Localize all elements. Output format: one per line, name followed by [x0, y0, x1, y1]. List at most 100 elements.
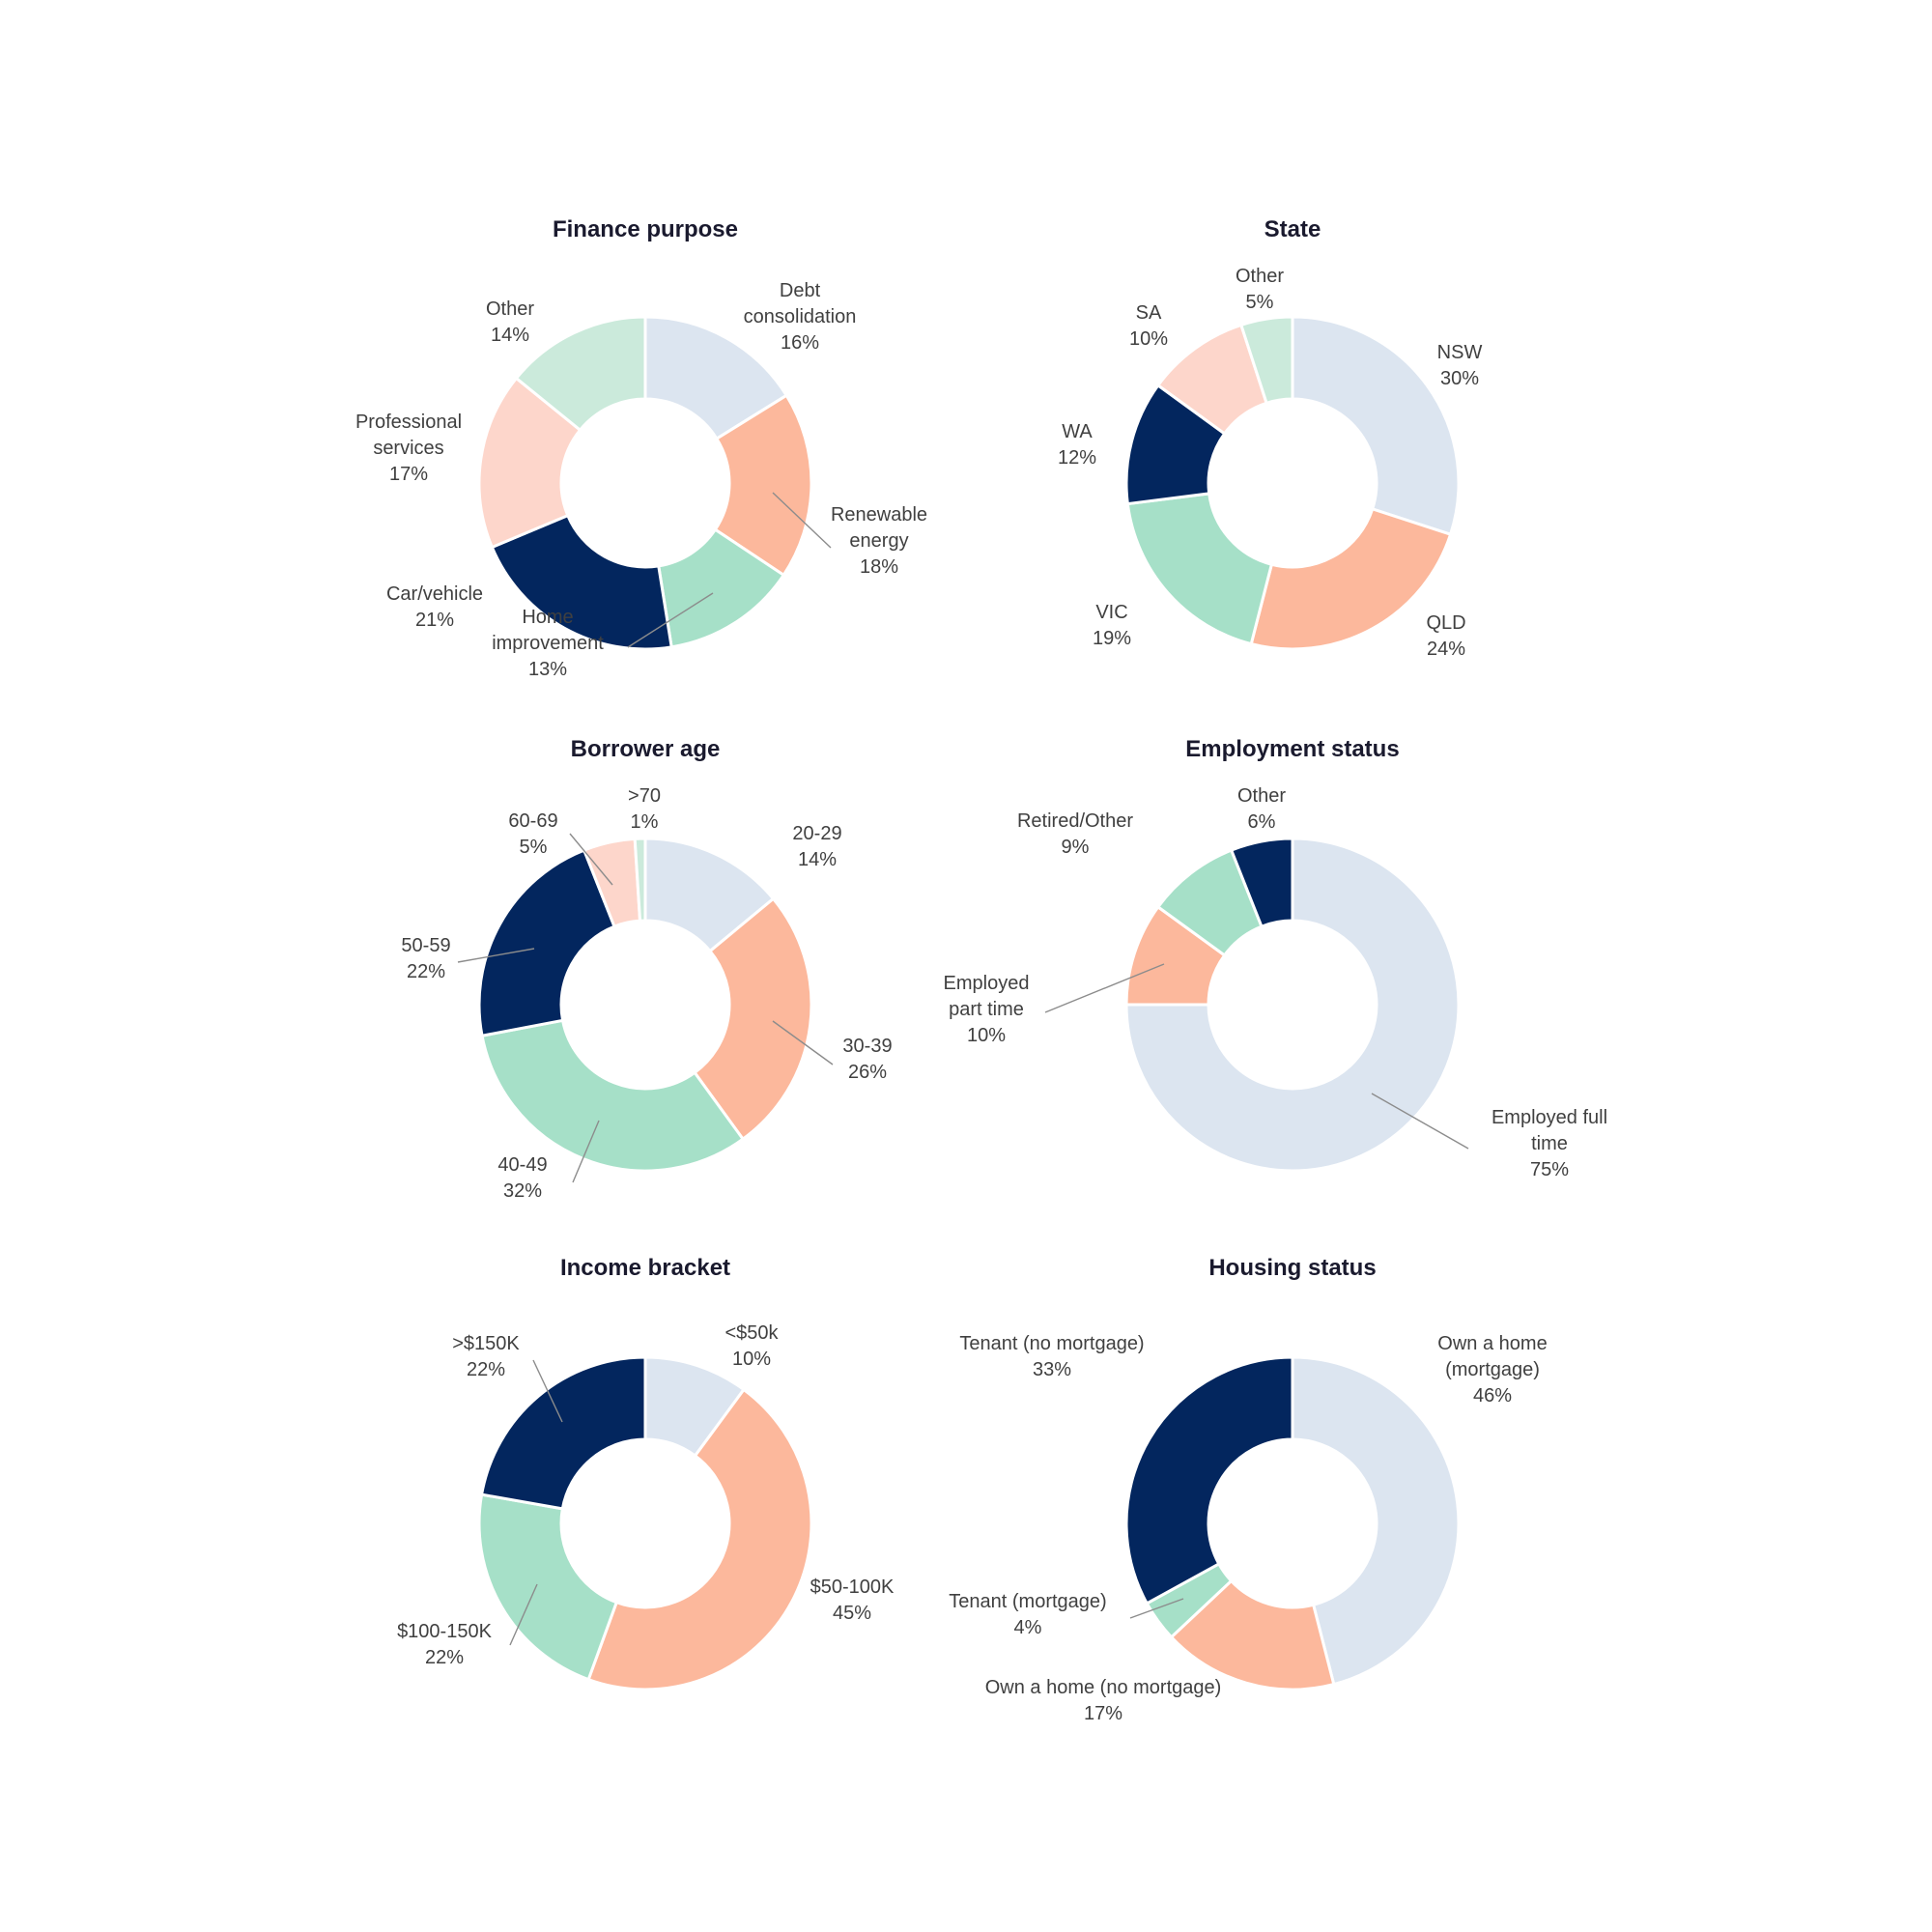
slice-label-own-a-home-mortgage: Own a home (mortgage) 46%	[1437, 1333, 1547, 1406]
slice-other	[1229, 837, 1294, 929]
value-label: 5%	[1246, 292, 1274, 313]
slice-own-a-home-no-mortgage	[1169, 1578, 1336, 1691]
chart-title: Income bracket	[560, 1255, 730, 1281]
value-label: 19%	[1093, 628, 1131, 649]
label-text: Own a home (no mortgage)	[985, 1677, 1222, 1698]
value-label: 75%	[1530, 1159, 1569, 1180]
label-text: Home	[522, 607, 573, 628]
label-text: VIC	[1095, 602, 1127, 623]
label-text: 40-49	[497, 1154, 547, 1176]
slice-label-debt-consolidation: Debt consolidation 16%	[744, 280, 857, 354]
label-text: consolidation	[744, 306, 857, 327]
slice-label-other: Other 6%	[1237, 785, 1286, 833]
slice-50-59	[477, 848, 616, 1037]
label-text: Own a home	[1437, 1333, 1547, 1354]
value-label: 21%	[415, 610, 454, 631]
slice-label-50k: <$50k 10%	[724, 1322, 779, 1370]
label-text: Renewable	[831, 504, 927, 526]
value-label: 10%	[732, 1349, 771, 1370]
value-label: 4%	[1014, 1617, 1042, 1638]
slice-label-wa: WA 12%	[1058, 421, 1096, 469]
slice-label-150k: >$150K 22%	[452, 1333, 520, 1380]
label-text: Tenant (mortgage)	[949, 1591, 1106, 1612]
value-label: 17%	[1084, 1703, 1122, 1724]
slice-own-a-home-mortgage	[1291, 1355, 1461, 1687]
slice-70	[633, 837, 647, 923]
slice-30-39	[693, 896, 813, 1142]
slice-car-vehicle	[490, 513, 673, 651]
value-label: 12%	[1058, 447, 1096, 469]
slice-label-vic: VIC 19%	[1093, 602, 1131, 649]
label-text: improvement	[492, 633, 604, 654]
label-text: $50-100K	[810, 1577, 895, 1598]
leader-line	[772, 492, 832, 549]
label-text: $100-150K	[397, 1621, 493, 1642]
label-text: QLD	[1426, 612, 1465, 634]
label-text: energy	[849, 530, 908, 552]
value-label: 22%	[407, 961, 445, 982]
slice-renewable-energy	[713, 393, 813, 578]
label-text: <$50k	[724, 1322, 779, 1344]
leader-line	[1129, 1598, 1184, 1619]
value-label: 14%	[798, 849, 837, 870]
slice-label-employed-part-time: Employed part time 10%	[944, 973, 1030, 1046]
chart-title: Housing status	[1208, 1255, 1376, 1281]
value-label: 10%	[1129, 328, 1168, 350]
slice-employed-full-time	[1124, 837, 1461, 1173]
label-text: Professional	[355, 412, 462, 433]
value-label: 22%	[425, 1647, 464, 1668]
slice-label-70: >70 1%	[628, 785, 661, 833]
value-label: 45%	[833, 1603, 871, 1624]
value-label: 30%	[1440, 368, 1479, 389]
slice-label-40-49: 40-49 32%	[497, 1154, 547, 1202]
slice-tenant-no-mortgage	[1124, 1355, 1294, 1605]
value-label: 9%	[1062, 837, 1090, 858]
value-label: 6%	[1248, 811, 1276, 833]
value-label: 22%	[467, 1359, 505, 1380]
leader-line	[627, 592, 714, 648]
leader-line	[457, 948, 535, 963]
label-text: services	[373, 438, 443, 459]
value-label: 5%	[520, 837, 548, 858]
label-text: SA	[1136, 302, 1162, 324]
slice-qld	[1249, 506, 1453, 651]
slice-label-60-69: 60-69 5%	[508, 810, 557, 858]
value-label: 24%	[1427, 639, 1465, 660]
value-label: 46%	[1473, 1385, 1512, 1406]
leader-line	[572, 1120, 600, 1183]
slice-label-nsw: NSW 30%	[1437, 342, 1483, 389]
leader-line	[569, 833, 613, 886]
slice-label-qld: QLD 24%	[1426, 612, 1465, 660]
leader-line	[1044, 963, 1165, 1013]
donut-chart-borrower-age: Borrower age 20-29 14% 30-39 26% 40-49 32% 50-5…	[401, 736, 892, 1202]
slice-label-50-100k: $50-100K 45%	[810, 1577, 895, 1624]
label-text: 30-39	[842, 1036, 892, 1057]
label-text: Other	[1236, 266, 1284, 287]
chart-title: Borrower age	[571, 736, 721, 762]
slice-label-professional-services: Professional services 17%	[355, 412, 462, 485]
slice-label-own-a-home-no-mortgage: Own a home (no mortgage) 17%	[985, 1677, 1222, 1724]
slice-label-100-150k: $100-150K 22%	[397, 1621, 493, 1668]
donut-chart-state: State NSW 30% QLD 24% VIC 19% WA 12% SA 10% Other 5%	[1058, 216, 1482, 660]
slice-nsw	[1291, 315, 1461, 537]
label-text: WA	[1062, 421, 1093, 442]
value-label: 32%	[503, 1180, 542, 1202]
slice-label-50-59: 50-59 22%	[401, 935, 450, 982]
slice-label-other: Other 14%	[486, 298, 534, 346]
label-text: part time	[949, 999, 1024, 1020]
label-text: time	[1531, 1133, 1568, 1154]
slice-40-49	[480, 1018, 746, 1173]
label-text: >70	[628, 785, 661, 807]
value-label: 17%	[389, 464, 428, 485]
leader-line	[532, 1359, 563, 1423]
slice-label-employed-full-time: Employed full time 75%	[1492, 1107, 1607, 1180]
value-label: 16%	[781, 332, 819, 354]
slice-label-retired-other: Retired/Other 9%	[1017, 810, 1133, 858]
slice-label-20-29: 20-29 14%	[792, 823, 841, 870]
slice-label-other: Other 5%	[1236, 266, 1284, 313]
value-label: 26%	[848, 1062, 887, 1083]
value-label: 13%	[528, 659, 567, 680]
chart-title: Finance purpose	[553, 216, 738, 242]
